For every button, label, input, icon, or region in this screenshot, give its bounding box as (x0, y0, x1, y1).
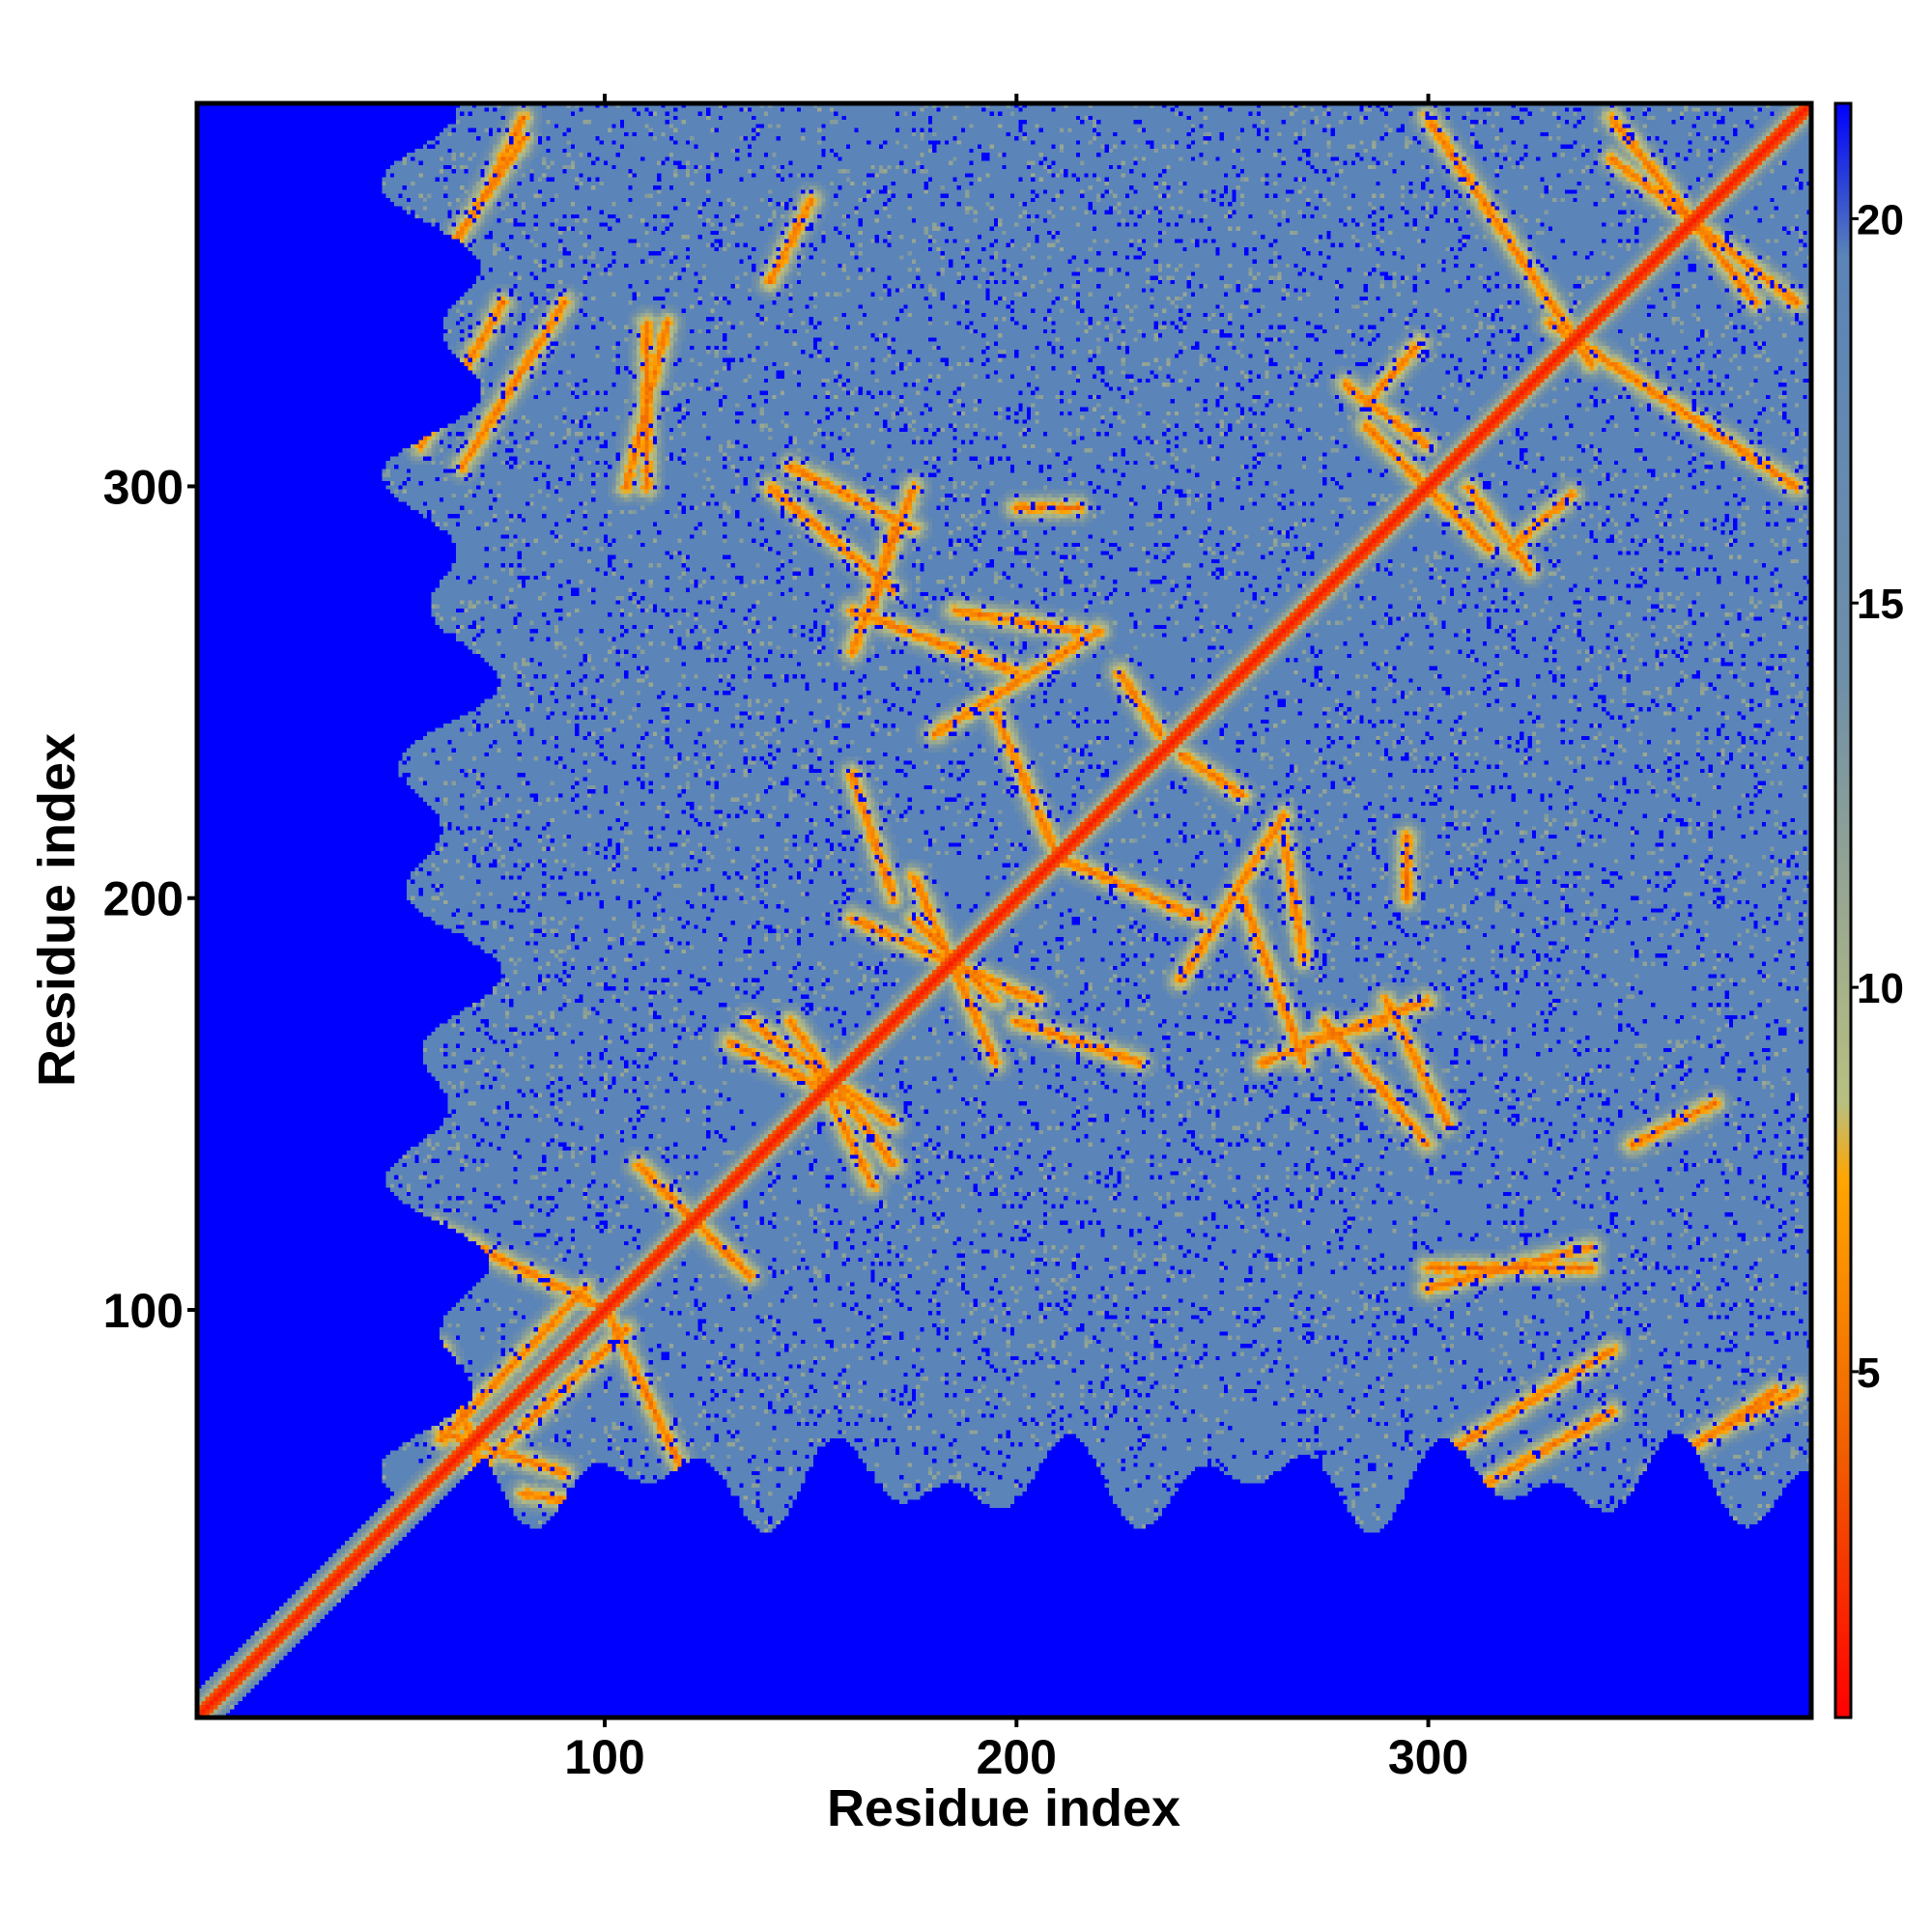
colorbar-fill (1835, 103, 1851, 1718)
colorbar-tick-label: 10 (1857, 965, 1904, 1012)
x-axis-title: Residue index (827, 1779, 1180, 1837)
y-tick-label: 100 (103, 1284, 184, 1338)
colorbar: 5 10 15 20 (1833, 101, 1904, 1719)
colorbar-tick-label: 5 (1857, 1350, 1880, 1397)
distance-heatmap (197, 103, 1811, 1718)
y-axis: 100 200 300 (103, 460, 197, 1338)
x-tick-label: 200 (977, 1730, 1057, 1784)
heatmap-plot-area (194, 100, 1814, 1720)
colorbar-tick-label: 15 (1857, 581, 1904, 628)
y-axis-title: Residue index (28, 733, 86, 1087)
x-tick-label: 300 (1388, 1730, 1468, 1784)
y-tick-label: 200 (103, 872, 184, 926)
colorbar-frame (1833, 101, 1853, 1719)
colorbar-ticks: 5 10 15 20 (1851, 196, 1904, 1397)
top-axis-ticks (603, 94, 1431, 103)
colorbar-tick-label: 20 (1857, 196, 1904, 243)
plot-frame (194, 100, 1814, 1720)
x-tick-label: 100 (564, 1730, 644, 1784)
y-tick-label: 300 (103, 460, 184, 514)
x-axis: 100 200 300 (564, 1718, 1468, 1784)
